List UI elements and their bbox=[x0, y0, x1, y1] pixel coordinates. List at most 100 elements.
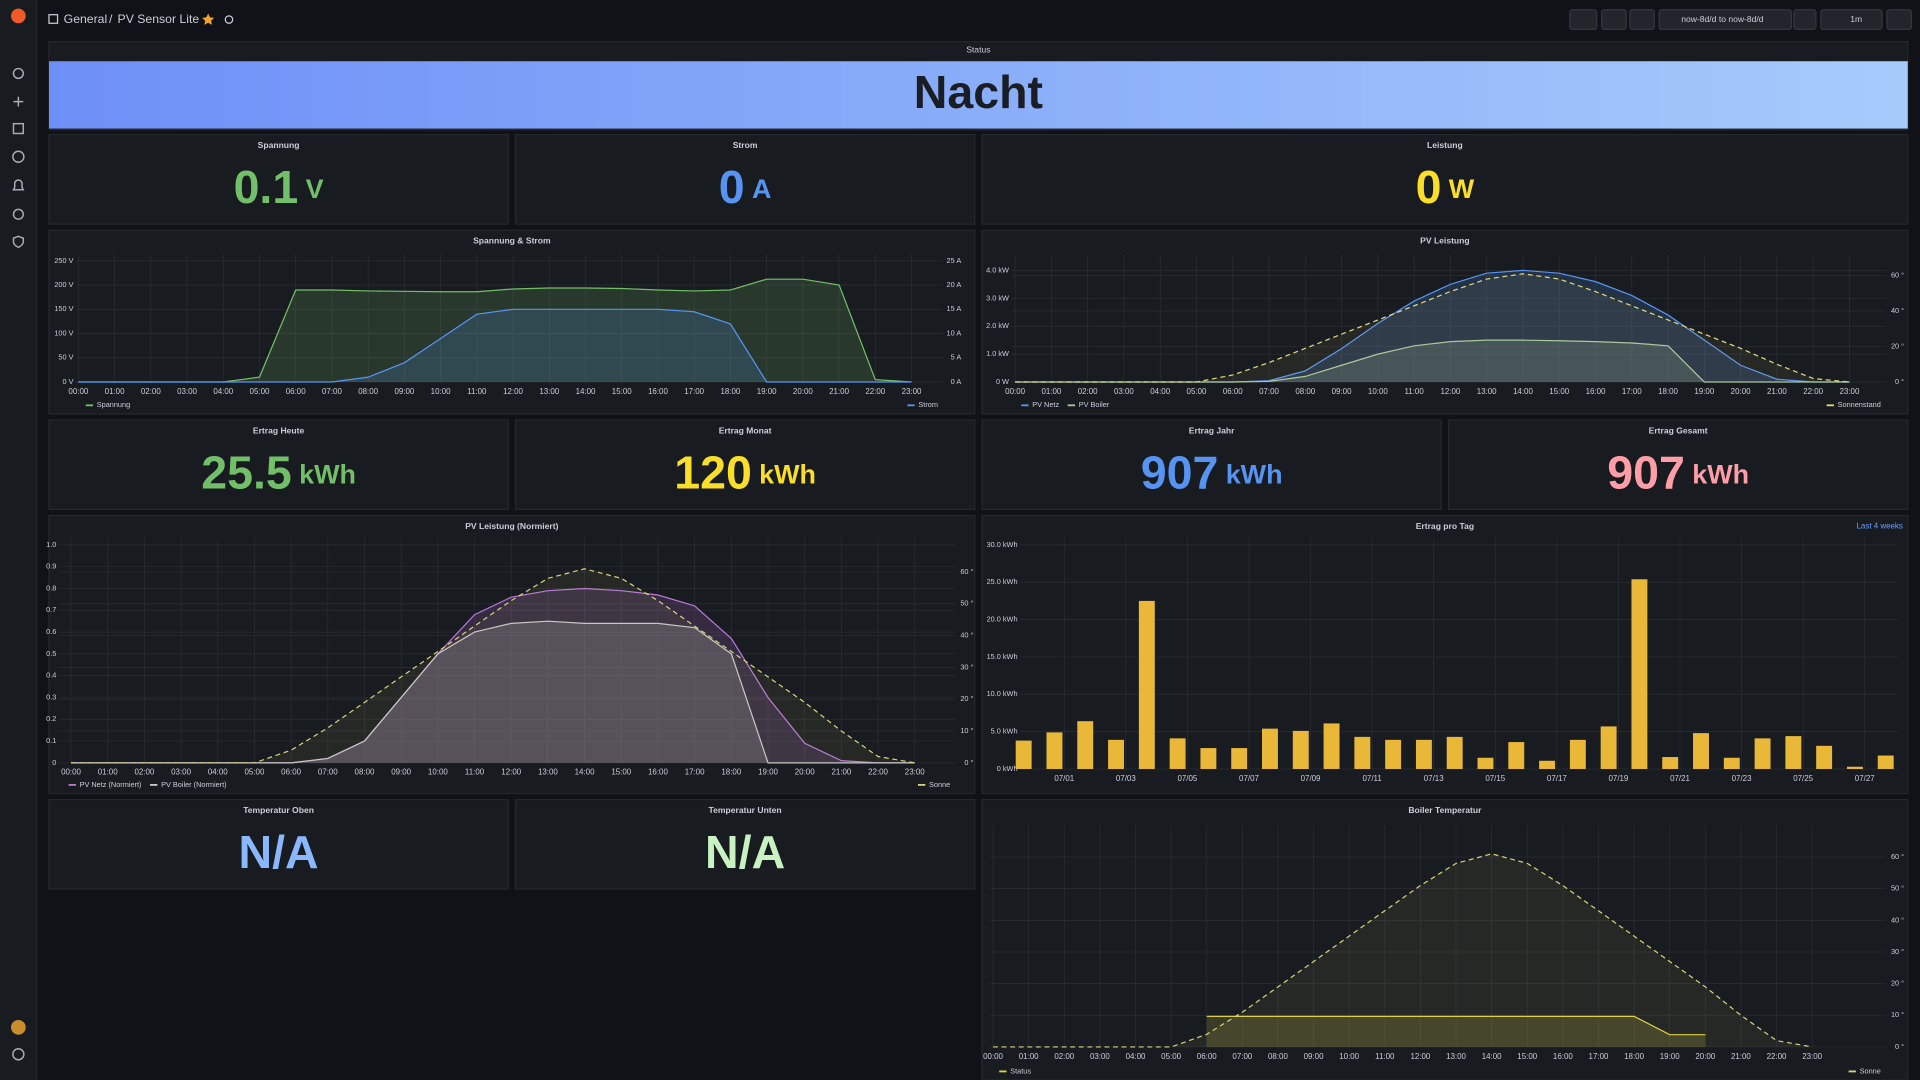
y-tick-label: 1.0 bbox=[46, 540, 56, 549]
bar bbox=[1693, 733, 1709, 769]
x-tick-label: 00:00 bbox=[1005, 387, 1025, 396]
y-tick-label: 150 V bbox=[54, 304, 73, 313]
bar bbox=[1846, 766, 1863, 769]
explore-icon[interactable] bbox=[12, 150, 25, 163]
bar bbox=[1600, 726, 1617, 769]
y-tick-label: 100 V bbox=[54, 328, 73, 337]
y-tick-label: 5.0 kWh bbox=[991, 727, 1018, 736]
y-tick-label: 0.9 bbox=[46, 562, 56, 571]
stat-unit: A bbox=[752, 174, 771, 204]
panel-title: Spannung & Strom bbox=[473, 235, 551, 245]
bar bbox=[1108, 739, 1124, 769]
y2-tick-label: 0 ° bbox=[1895, 377, 1904, 386]
time-picker[interactable] bbox=[1658, 9, 1793, 31]
x-tick-label: 09:00 bbox=[391, 768, 411, 777]
y2-tick-label: 30 ° bbox=[1891, 947, 1904, 956]
y2-tick-label: 60 ° bbox=[1891, 852, 1904, 861]
create-icon[interactable] bbox=[13, 96, 24, 107]
x-tick-label: 05:00 bbox=[250, 387, 270, 396]
x-tick-label: 13:00 bbox=[539, 387, 559, 396]
x-tick-label: 22:00 bbox=[865, 387, 885, 396]
alerting-icon[interactable] bbox=[12, 179, 25, 191]
search-icon[interactable] bbox=[12, 67, 25, 80]
y-tick-label: 25.0 kWh bbox=[987, 577, 1018, 586]
dashboards-icon[interactable] bbox=[12, 122, 25, 135]
stat-unit: kWh bbox=[759, 459, 816, 489]
shield-icon[interactable] bbox=[12, 235, 25, 249]
breadcrumb-folder[interactable]: General bbox=[64, 12, 108, 26]
settings-button[interactable] bbox=[1629, 9, 1655, 31]
x-tick-label: 07/19 bbox=[1608, 774, 1628, 783]
x-tick-label: 02:00 bbox=[1078, 387, 1098, 396]
refresh-interval[interactable]: 1m bbox=[1850, 14, 1862, 24]
config-icon[interactable] bbox=[12, 208, 25, 220]
avatar[interactable] bbox=[11, 1020, 26, 1035]
x-tick-label: 07:00 bbox=[1232, 1052, 1252, 1061]
x-tick-label: 03:00 bbox=[1090, 1052, 1110, 1061]
bar bbox=[1015, 740, 1032, 769]
y2-tick-label: 0 ° bbox=[1895, 1042, 1904, 1051]
area-fill bbox=[1015, 270, 1850, 383]
x-tick-label: 07/01 bbox=[1054, 774, 1074, 783]
share-icon[interactable] bbox=[224, 15, 234, 24]
series-line bbox=[1206, 1015, 1706, 1036]
status-banner bbox=[48, 61, 1908, 129]
stat-unit: kWh bbox=[299, 459, 356, 489]
panel-title: Temperatur Unten bbox=[709, 805, 782, 815]
x-tick-label: 12:00 bbox=[501, 768, 521, 777]
legend-label: Sonne bbox=[1860, 1066, 1881, 1075]
x-tick-label: 07:00 bbox=[1259, 387, 1279, 396]
x-tick-label: 17:00 bbox=[685, 768, 705, 777]
tv-mode-button[interactable] bbox=[1886, 9, 1913, 31]
add-panel-button[interactable] bbox=[1569, 9, 1598, 31]
stat-number: 907 bbox=[1607, 447, 1685, 499]
x-tick-label: 12:00 bbox=[1410, 1052, 1430, 1061]
legend-label: PV Netz bbox=[1032, 400, 1059, 409]
y-tick-label: 0.3 bbox=[46, 692, 56, 701]
y-tick-label: 0.1 bbox=[46, 736, 56, 745]
stat-unit: V bbox=[306, 174, 324, 204]
y-tick-label: 0 kWh bbox=[997, 764, 1018, 773]
y2-tick-label: 20 ° bbox=[960, 694, 973, 703]
bar bbox=[1077, 721, 1094, 769]
area-fill bbox=[1206, 1016, 1706, 1047]
x-tick-label: 23:00 bbox=[1840, 387, 1860, 396]
refresh-picker[interactable] bbox=[1820, 9, 1883, 31]
x-tick-label: 00:00 bbox=[983, 1052, 1003, 1061]
y2-tick-label: 10 ° bbox=[960, 726, 973, 735]
star-icon[interactable] bbox=[202, 13, 215, 25]
series-line bbox=[993, 853, 1813, 1048]
x-tick-label: 07/27 bbox=[1855, 774, 1875, 783]
grafana-logo[interactable] bbox=[11, 8, 26, 24]
x-tick-label: 10:00 bbox=[431, 387, 451, 396]
y2-tick-label: 10 A bbox=[947, 328, 962, 337]
legend-label: Sonne bbox=[929, 780, 950, 789]
breadcrumb-dashboard[interactable]: PV Sensor Lite bbox=[118, 12, 200, 26]
x-tick-label: 19:00 bbox=[758, 768, 778, 777]
x-tick-label: 07/13 bbox=[1424, 774, 1444, 783]
stat-unit: kWh bbox=[1692, 459, 1749, 489]
area-fill bbox=[993, 853, 1813, 1047]
panel bbox=[48, 798, 509, 890]
zoom-out-button[interactable] bbox=[1793, 9, 1817, 31]
help-icon[interactable] bbox=[12, 1048, 25, 1061]
x-tick-label: 19:00 bbox=[1694, 387, 1714, 396]
x-tick-label: 22:00 bbox=[1803, 387, 1823, 396]
panel bbox=[981, 134, 1909, 225]
x-tick-label: 08:00 bbox=[1295, 387, 1315, 396]
x-tick-label: 12:00 bbox=[1440, 387, 1460, 396]
x-tick-label: 07/09 bbox=[1301, 774, 1321, 783]
x-tick-label: 21:00 bbox=[1767, 387, 1787, 396]
y-tick-label: 50 V bbox=[58, 353, 73, 362]
stat-value: 0.1 V bbox=[234, 161, 324, 213]
save-button[interactable] bbox=[1601, 9, 1627, 31]
y2-tick-label: 5 A bbox=[951, 353, 962, 362]
panel-title: Ertrag Jahr bbox=[1189, 425, 1235, 435]
stat-value: 120 kWh bbox=[674, 447, 816, 499]
bar bbox=[1138, 600, 1155, 769]
time-range[interactable]: now-8d/d to now-8d/d bbox=[1681, 14, 1764, 24]
x-tick-label: 05:00 bbox=[245, 768, 265, 777]
bar bbox=[1415, 739, 1432, 769]
